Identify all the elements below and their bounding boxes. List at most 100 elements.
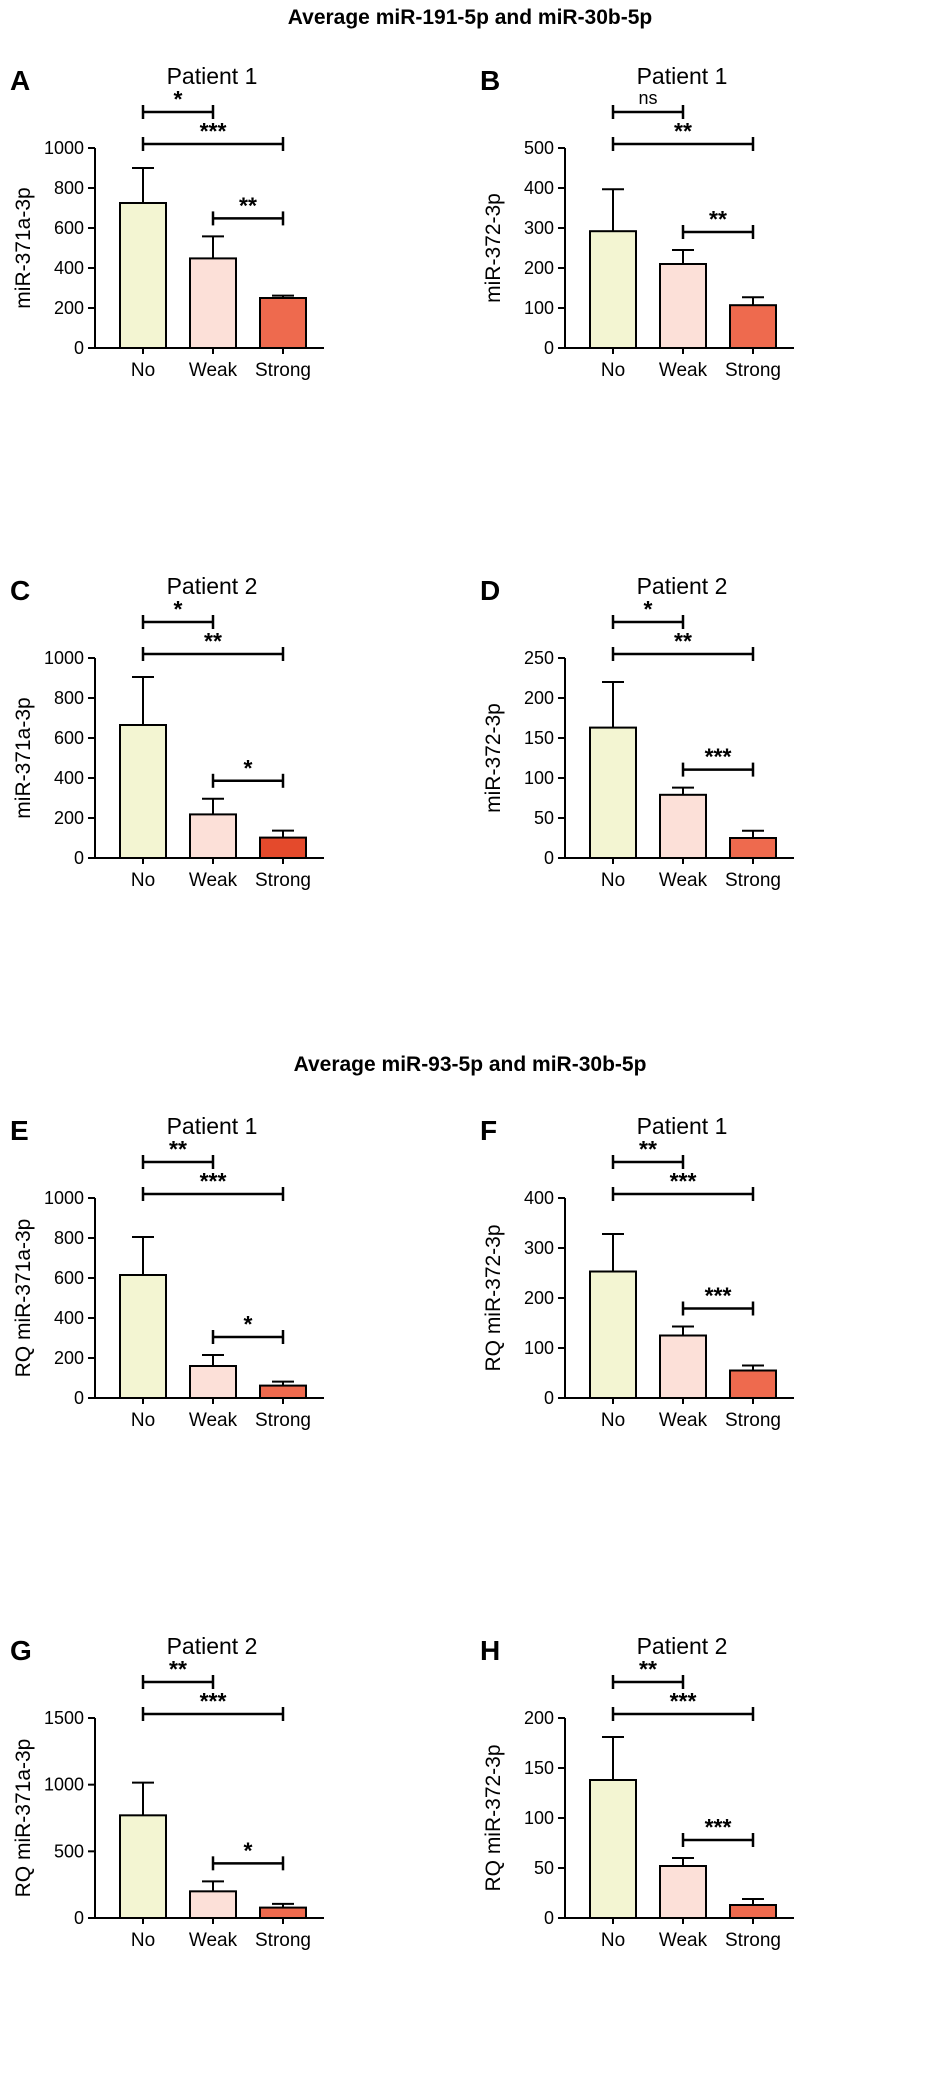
bar-strong bbox=[259, 297, 307, 349]
significance-label: *** bbox=[705, 744, 732, 770]
chart-svg-A: A Patient 1 miR-371a-3p 0 200 400 600 800 1000 No… bbox=[10, 63, 324, 381]
x-category-label: Strong bbox=[725, 1410, 781, 1431]
significance-label: ** bbox=[674, 628, 692, 654]
x-category-label: Weak bbox=[659, 1410, 708, 1431]
bar-no bbox=[589, 726, 637, 859]
bar-strong bbox=[729, 1369, 777, 1399]
y-tick-label: 200 bbox=[524, 258, 554, 278]
bar-weak bbox=[189, 257, 237, 349]
panel-title: Patient 2 bbox=[167, 1633, 258, 1659]
significance-label: *** bbox=[200, 1168, 227, 1194]
bar-weak bbox=[189, 1890, 237, 1920]
significance-label: *** bbox=[670, 1688, 697, 1714]
chart-svg-E: E Patient 1 RQ miR-371a-3p 0 200 400 600 800 100… bbox=[10, 1113, 324, 1431]
significance-label: * bbox=[244, 1837, 253, 1863]
significance-label: ** bbox=[639, 1136, 657, 1162]
y-tick-label: 0 bbox=[74, 1908, 84, 1928]
panel-label: H bbox=[480, 1635, 500, 1666]
bar-strong bbox=[729, 837, 777, 859]
chart-svg-D: D Patient 2 miR-372-3p 0 50 100 150 200 250 No Wea… bbox=[480, 573, 794, 891]
bar-weak bbox=[189, 1365, 237, 1399]
x-category-label: Weak bbox=[189, 1930, 238, 1951]
y-tick-label: 150 bbox=[524, 728, 554, 748]
y-tick-label: 200 bbox=[54, 298, 84, 318]
bar-no bbox=[119, 724, 167, 859]
y-axis-label: RQ miR-371a-3p bbox=[12, 1739, 35, 1898]
y-tick-label: 600 bbox=[54, 1268, 84, 1288]
y-tick-label: 1000 bbox=[44, 648, 84, 668]
x-category-label: No bbox=[131, 870, 155, 891]
x-category-label: No bbox=[601, 360, 625, 381]
y-tick-label: 1500 bbox=[44, 1708, 84, 1728]
y-tick-label: 800 bbox=[54, 178, 84, 198]
panel-G: G Patient 2 RQ miR-371a-3p 0 500 1000 1500 No We… bbox=[0, 1630, 470, 2020]
y-tick-label: 150 bbox=[524, 1758, 554, 1778]
significance-label: * bbox=[244, 1311, 253, 1337]
panel-label: E bbox=[10, 1115, 29, 1146]
y-tick-label: 400 bbox=[54, 1308, 84, 1328]
y-axis-label: RQ miR-371a-3p bbox=[12, 1219, 35, 1378]
bar-strong bbox=[259, 836, 307, 860]
y-tick-label: 100 bbox=[524, 768, 554, 788]
x-category-label: Weak bbox=[189, 870, 238, 891]
panel-label: F bbox=[480, 1115, 497, 1146]
significance-label: * bbox=[644, 596, 653, 622]
significance-label: * bbox=[244, 755, 253, 781]
significance-label: ** bbox=[169, 1656, 187, 1682]
section-title-1: Average miR-191-5p and miR-30b-5p bbox=[287, 6, 653, 29]
section-title-2: Average miR-93-5p and miR-30b-5p bbox=[293, 1053, 647, 1076]
x-category-label: Weak bbox=[659, 360, 708, 381]
panel-label: G bbox=[10, 1635, 32, 1666]
significance-label: *** bbox=[670, 1168, 697, 1194]
panel-H: H Patient 2 RQ miR-372-3p 0 50 100 150 200 No Wea… bbox=[470, 1630, 940, 2020]
chart-svg-F: F Patient 1 RQ miR-372-3p 0 100 200 300 400 No We… bbox=[480, 1113, 794, 1431]
bar-no bbox=[589, 1779, 637, 1919]
significance-label: *** bbox=[705, 1283, 732, 1309]
y-tick-label: 100 bbox=[524, 1338, 554, 1358]
y-axis-label: miR-372-3p bbox=[482, 193, 505, 303]
significance-label: ** bbox=[709, 206, 727, 232]
y-tick-label: 300 bbox=[524, 218, 554, 238]
significance-label: ** bbox=[639, 1656, 657, 1682]
significance-label: *** bbox=[200, 118, 227, 144]
x-category-label: Strong bbox=[255, 870, 311, 891]
bar-no bbox=[589, 230, 637, 349]
chart-svg-C: C Patient 2 miR-371a-3p 0 200 400 600 800 1000 No… bbox=[10, 573, 324, 891]
panel-label: A bbox=[10, 65, 30, 96]
bar-no bbox=[119, 1274, 167, 1399]
panel-label: C bbox=[10, 575, 30, 606]
y-tick-label: 500 bbox=[524, 138, 554, 158]
x-category-label: Weak bbox=[659, 870, 708, 891]
y-tick-label: 100 bbox=[524, 1808, 554, 1828]
panel-C: C Patient 2 miR-371a-3p 0 200 400 600 800 1000 No… bbox=[0, 570, 470, 960]
panel-title: Patient 2 bbox=[637, 1633, 728, 1659]
y-axis-label: miR-371a-3p bbox=[12, 697, 35, 818]
bar-strong bbox=[729, 304, 777, 349]
x-category-label: Strong bbox=[725, 360, 781, 381]
x-category-label: Strong bbox=[255, 1410, 311, 1431]
y-tick-label: 400 bbox=[54, 768, 84, 788]
y-tick-label: 200 bbox=[524, 1288, 554, 1308]
panel-E: E Patient 1 RQ miR-371a-3p 0 200 400 600 800 100… bbox=[0, 1110, 470, 1500]
y-tick-label: 600 bbox=[54, 218, 84, 238]
y-tick-label: 200 bbox=[524, 688, 554, 708]
bar-strong bbox=[259, 1384, 307, 1400]
x-category-label: No bbox=[131, 1410, 155, 1431]
y-tick-label: 0 bbox=[544, 848, 554, 868]
panel-title: Patient 2 bbox=[637, 573, 728, 599]
x-category-label: Strong bbox=[725, 870, 781, 891]
bar-weak bbox=[659, 793, 707, 860]
chart-svg-B: B Patient 1 miR-372-3p 0 100 200 300 400 500 No We… bbox=[480, 63, 794, 381]
y-axis-label: RQ miR-372-3p bbox=[482, 1224, 505, 1371]
y-tick-label: 200 bbox=[54, 808, 84, 828]
y-tick-label: 0 bbox=[74, 1388, 84, 1408]
y-axis-label: RQ miR-372-3p bbox=[482, 1744, 505, 1891]
panel-title: Patient 1 bbox=[637, 1113, 728, 1139]
bar-no bbox=[119, 202, 167, 349]
x-category-label: No bbox=[601, 870, 625, 891]
y-tick-label: 200 bbox=[54, 1348, 84, 1368]
significance-label: ** bbox=[239, 192, 257, 218]
y-tick-label: 0 bbox=[74, 338, 84, 358]
bar-weak bbox=[659, 263, 707, 349]
x-category-label: No bbox=[131, 1930, 155, 1951]
